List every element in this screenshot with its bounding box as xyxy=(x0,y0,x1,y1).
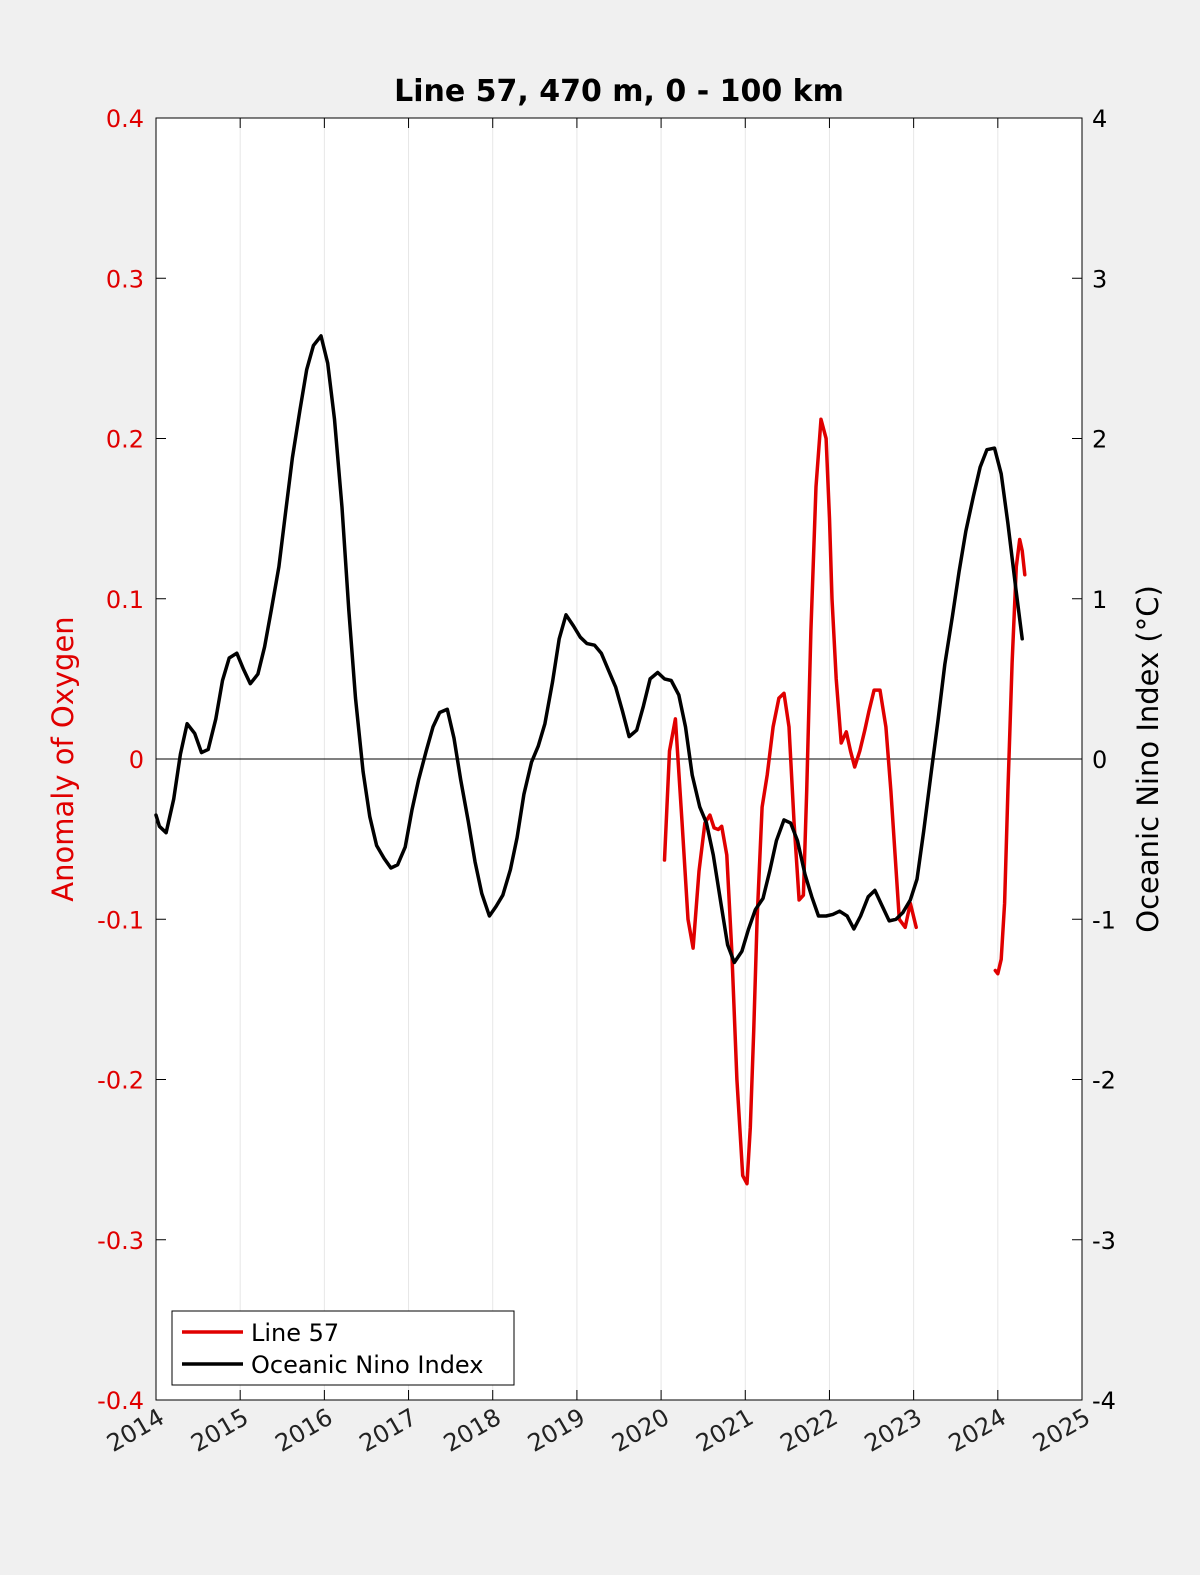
y-tick-label-right--1: -1 xyxy=(1092,906,1116,934)
x-tick-label-2018: 2018 xyxy=(439,1403,506,1458)
x-tick-label-2016: 2016 xyxy=(270,1403,337,1458)
y-tick-label-right-4: 4 xyxy=(1092,105,1107,133)
series-line57-segment-1 xyxy=(993,537,1027,976)
x-tick-label-2024: 2024 xyxy=(944,1403,1011,1458)
y-tick-label-right-1: 1 xyxy=(1092,586,1107,614)
y-tick-label-left--0.3: -0.3 xyxy=(97,1227,144,1255)
y-tick-label-right-0: 0 xyxy=(1092,746,1107,774)
series-lines xyxy=(154,334,1027,1186)
y-axis-label-left: Anomaly of Oxygen xyxy=(46,616,80,901)
x-tick-label-2017: 2017 xyxy=(355,1403,422,1458)
x-tick-label-2015: 2015 xyxy=(186,1403,253,1458)
y-tick-label-left--0.2: -0.2 xyxy=(97,1067,144,1095)
y-tick-label-right--4: -4 xyxy=(1092,1387,1116,1415)
legend-label-line57: Line 57 xyxy=(251,1319,339,1347)
x-tick-label-2025: 2025 xyxy=(1028,1403,1095,1458)
chart-title: Line 57, 470 m, 0 - 100 km xyxy=(394,74,844,109)
x-tick-label-2021: 2021 xyxy=(691,1403,758,1458)
legend-box xyxy=(171,1310,515,1386)
y-tick-label-right-2: 2 xyxy=(1092,426,1107,454)
x-tick-label-2022: 2022 xyxy=(776,1403,843,1458)
legend-label-oni: Oceanic Nino Index xyxy=(251,1351,483,1379)
y-tick-label-right--3: -3 xyxy=(1092,1227,1116,1255)
y-axis-label-right: Oceanic Nino Index (°C) xyxy=(1131,585,1165,933)
x-tick-label-2020: 2020 xyxy=(607,1403,674,1458)
series-oni-segment-0 xyxy=(154,334,1024,965)
y-tick-label-left--0.4: -0.4 xyxy=(97,1387,144,1415)
y-tick-label-left--0.1: -0.1 xyxy=(97,906,144,934)
y-tick-label-left-0.4: 0.4 xyxy=(106,105,144,133)
series-line57-segment-0 xyxy=(662,417,918,1186)
x-tick-label-2023: 2023 xyxy=(860,1403,927,1458)
y-tick-label-left-0.2: 0.2 xyxy=(106,426,144,454)
y-tick-label-left-0.1: 0.1 xyxy=(106,586,144,614)
y-tick-label-left-0.3: 0.3 xyxy=(106,265,144,293)
legend: Line 57 Oceanic Nino Index xyxy=(171,1310,515,1386)
y-tick-label-left-0: 0 xyxy=(129,746,144,774)
y-tick-label-right-3: 3 xyxy=(1092,265,1107,293)
y-tick-label-right--2: -2 xyxy=(1092,1067,1116,1095)
x-tick-label-2019: 2019 xyxy=(523,1403,590,1458)
